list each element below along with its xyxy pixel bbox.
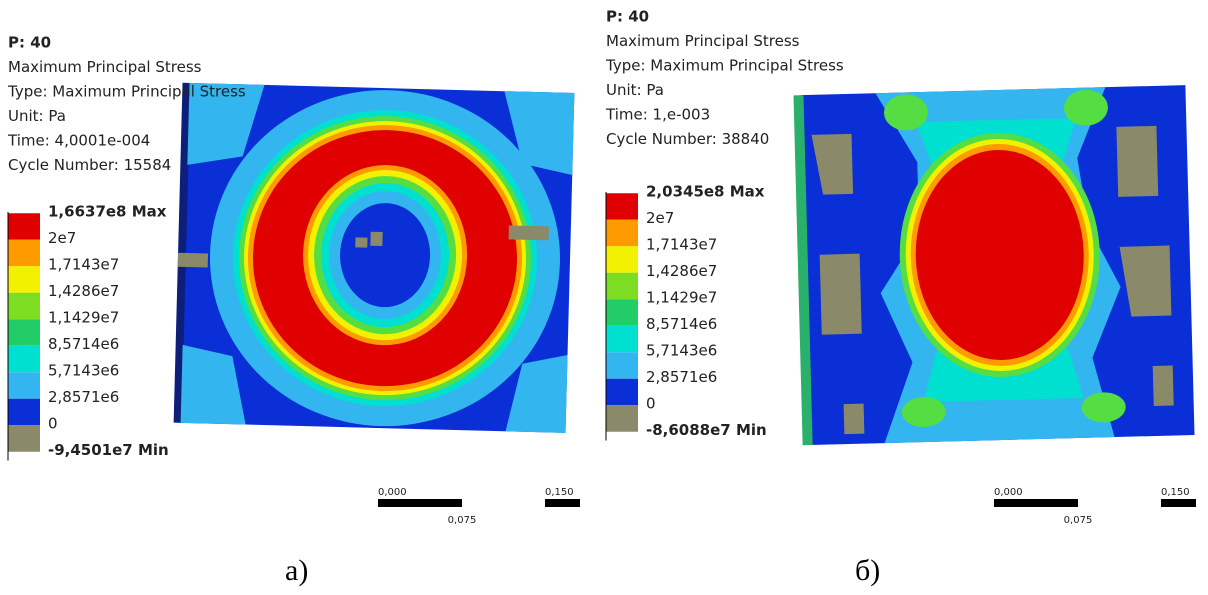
scale-bar xyxy=(1161,499,1196,507)
scale-label: 0,150 xyxy=(545,487,574,498)
header-line: Type: Maximum Principal Stress xyxy=(7,83,246,101)
scale-label: 0,075 xyxy=(1064,515,1093,526)
scale-label: 0,000 xyxy=(994,487,1023,498)
legend-label: 0 xyxy=(646,395,656,413)
scale-bar xyxy=(994,499,1078,507)
scale-label: 0,150 xyxy=(1161,487,1190,498)
legend-label: 2e7 xyxy=(48,229,76,247)
legend-label: 0 xyxy=(48,415,58,433)
header-line: Maximum Principal Stress xyxy=(8,58,202,76)
legend-label: 8,5714e6 xyxy=(48,335,119,353)
header-line: Unit: Pa xyxy=(606,81,664,99)
legend-swatch xyxy=(8,372,40,399)
header-line: Type: Maximum Principal Stress xyxy=(605,57,844,75)
caption: б) xyxy=(855,554,880,587)
legend-swatch xyxy=(606,299,638,326)
legend-label: 1,4286e7 xyxy=(48,282,119,300)
legend-swatch xyxy=(8,345,40,373)
legend-label: 8,5714e6 xyxy=(646,315,717,333)
legend-label: 1,7143e7 xyxy=(48,256,119,274)
contour-plot-a xyxy=(173,82,575,433)
legend-label: 1,7143e7 xyxy=(646,236,717,254)
legend-label: 1,1429e7 xyxy=(48,309,119,327)
header-line: P: 40 xyxy=(606,8,649,26)
legend-label: 1,4286e7 xyxy=(646,262,717,280)
legend-swatch xyxy=(8,425,40,452)
legend-swatch xyxy=(606,246,638,273)
legend-swatch xyxy=(8,292,40,320)
header-line: Cycle Number: 38840 xyxy=(606,130,769,148)
legend-label: 5,7143e6 xyxy=(646,342,717,360)
legend-swatch xyxy=(8,266,40,293)
legend-label: 2,8571e6 xyxy=(646,368,717,386)
legend-label: -9,4501e7 Min xyxy=(48,441,169,459)
legend-swatch xyxy=(8,239,40,267)
contour-plot-b xyxy=(793,85,1195,446)
header-line: P: 40 xyxy=(8,34,51,52)
legend-label: 2,0345e8 Max xyxy=(646,183,765,201)
legend-label: -8,6088e7 Min xyxy=(646,421,767,439)
legend-swatch xyxy=(606,325,638,353)
header-line: Cycle Number: 15584 xyxy=(8,156,171,174)
legend-label: 2,8571e6 xyxy=(48,388,119,406)
legend-label: 5,7143e6 xyxy=(48,362,119,380)
scale-label: 0,000 xyxy=(378,487,407,498)
legend-swatch xyxy=(606,378,638,406)
header-line: Time: 4,0001e-004 xyxy=(7,132,150,150)
legend-label: 1,6637e8 Max xyxy=(48,203,167,221)
header-line: Time: 1,e-003 xyxy=(605,106,710,124)
legend-swatch xyxy=(606,272,638,300)
legend-swatch xyxy=(8,398,40,426)
legend-swatch xyxy=(606,352,638,379)
legend-label: 2e7 xyxy=(646,209,674,227)
legend-label: 1,1429e7 xyxy=(646,289,717,307)
legend-swatch xyxy=(606,219,638,247)
legend-swatch xyxy=(8,319,40,346)
header-line: Maximum Principal Stress xyxy=(606,32,800,50)
scale-bar xyxy=(545,499,580,507)
legend-swatch xyxy=(606,405,638,432)
scale-label: 0,075 xyxy=(448,515,477,526)
legend-swatch xyxy=(606,193,638,220)
caption: а) xyxy=(285,554,308,587)
legend-swatch xyxy=(8,213,40,240)
header-line: Unit: Pa xyxy=(8,107,66,125)
scale-bar xyxy=(378,499,462,507)
